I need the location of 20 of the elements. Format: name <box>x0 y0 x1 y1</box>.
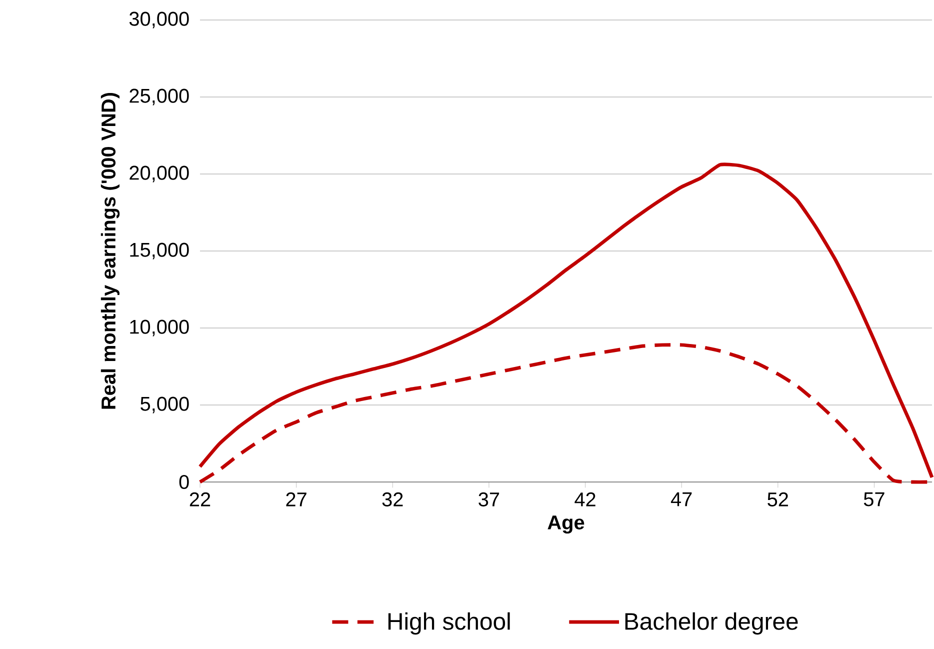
x-tick-label: 22 <box>190 492 210 506</box>
y-tick-label: 0 <box>179 474 189 490</box>
x-tick-label: 57 <box>864 492 884 506</box>
y-tick-label: 5,000 <box>140 396 189 414</box>
x-tick-label: 47 <box>670 492 692 506</box>
x-tick-label: 52 <box>768 492 788 506</box>
y-tick-label: 10,000 <box>130 320 189 336</box>
legend-label: High school <box>388 612 510 635</box>
x-tick-label: 42 <box>574 492 596 506</box>
y-tick-label: 25,000 <box>130 88 189 106</box>
y-tick-label: 30,000 <box>129 12 189 28</box>
line-series <box>198 162 934 480</box>
y-axis-title: Real monthly earnings ('000 VND) <box>100 92 120 409</box>
legend-label: Bachelor degree <box>625 612 798 635</box>
x-tick-label: 27 <box>286 492 306 506</box>
x-axis-title: Age <box>548 516 584 534</box>
x-tick-label: 37 <box>478 492 500 506</box>
x-tick-label: 32 <box>382 492 403 506</box>
y-tick-label: 20,000 <box>130 166 189 182</box>
y-tick-label: 15,000 <box>130 242 189 260</box>
